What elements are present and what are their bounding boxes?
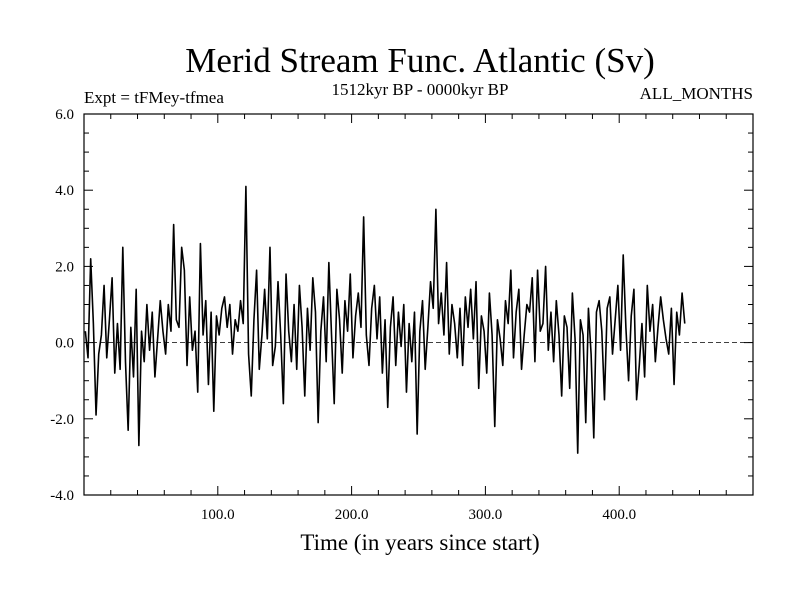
y-axis: -4.0 -2.0 0.0 2.0 4.0 6.0 <box>50 107 753 504</box>
x-tick-label: 300.0 <box>469 507 503 523</box>
experiment-label: Expt = tFMey-tfmea <box>84 88 224 107</box>
y-tick-label: -2.0 <box>50 412 74 428</box>
x-tick-label: 200.0 <box>335 507 369 523</box>
series-line <box>84 185 686 454</box>
y-tick-label: 6.0 <box>55 107 74 123</box>
chart-title: Merid Stream Func. Atlantic (Sv) <box>185 41 655 80</box>
x-tick-label: 400.0 <box>602 507 636 523</box>
x-axis-label: Time (in years since start) <box>300 530 539 555</box>
x-tick-label: 100.0 <box>201 507 235 523</box>
minor-ticks <box>84 114 753 495</box>
x-axis: 100.0 200.0 300.0 400.0 <box>201 114 636 523</box>
months-label: ALL_MONTHS <box>640 84 753 103</box>
y-tick-label: 0.0 <box>55 336 74 352</box>
y-tick-label: 4.0 <box>55 183 74 199</box>
y-tick-label: 2.0 <box>55 259 74 275</box>
time-range-label: 1512kyr BP - 0000kyr BP <box>332 80 509 99</box>
y-tick-label: -4.0 <box>50 488 74 504</box>
